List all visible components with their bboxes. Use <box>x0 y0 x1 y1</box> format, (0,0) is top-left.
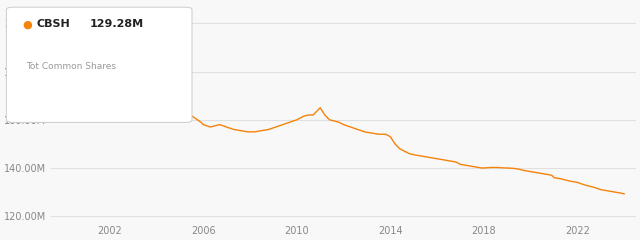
Text: 129.28M: 129.28M <box>90 19 144 29</box>
Text: CBSH: CBSH <box>36 19 70 29</box>
Text: ●: ● <box>22 19 32 29</box>
Text: Tot Common Shares: Tot Common Shares <box>26 62 116 72</box>
